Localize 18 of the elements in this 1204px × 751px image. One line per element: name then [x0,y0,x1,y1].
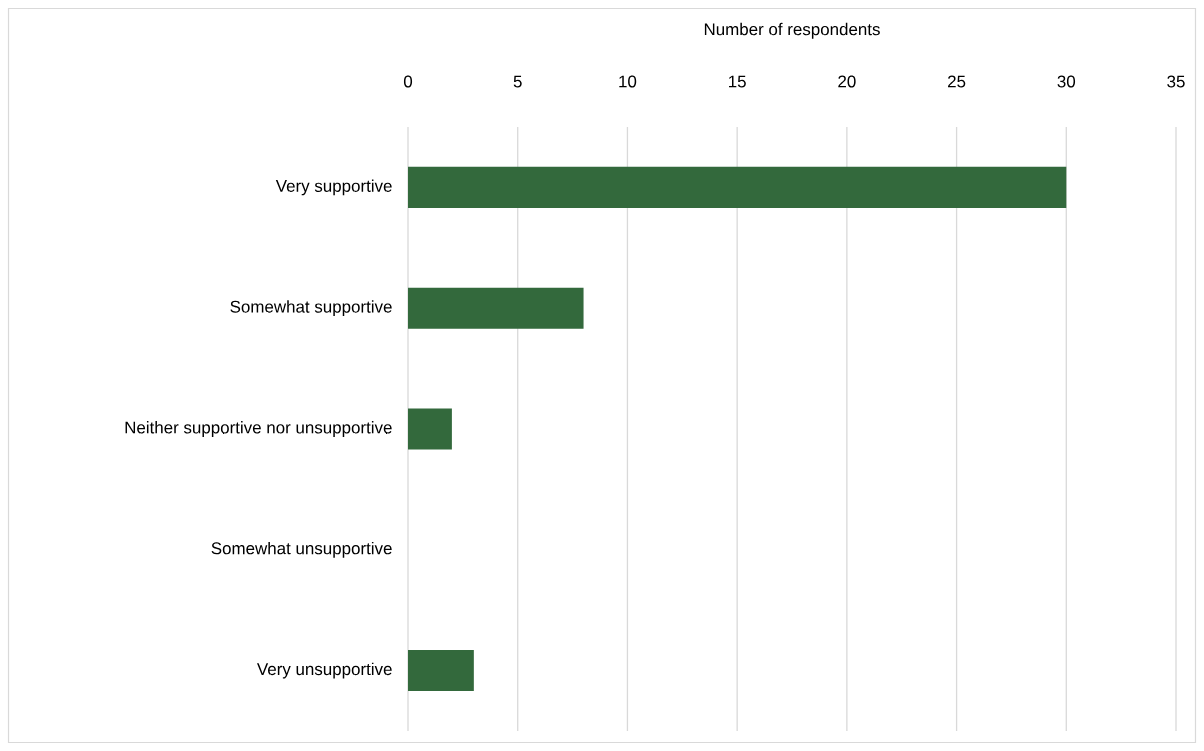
x-tick-label: 10 [619,75,637,88]
bar [408,166,1067,208]
y-tick-label: Very supportive [275,179,392,196]
bar [408,650,474,692]
bar [408,408,452,450]
x-tick-label: 25 [948,75,966,88]
x-tick-label: 35 [1167,75,1185,88]
x-tick-label: 20 [838,75,856,88]
x-tick-label: 5 [513,75,522,88]
x-axis-title: Number of respondents [704,22,880,39]
bar [408,287,584,329]
x-tick-label: 30 [1057,75,1076,88]
y-tick-label: Somewhat unsupportive [211,541,392,558]
y-tick-label: Neither supportive nor unsupportive [125,421,392,437]
y-tick-label: Somewhat supportive [230,300,392,317]
y-tick-label: Very unsupportive [256,662,392,679]
x-tick-label: 15 [729,75,746,88]
x-tick-label: 0 [403,75,413,88]
